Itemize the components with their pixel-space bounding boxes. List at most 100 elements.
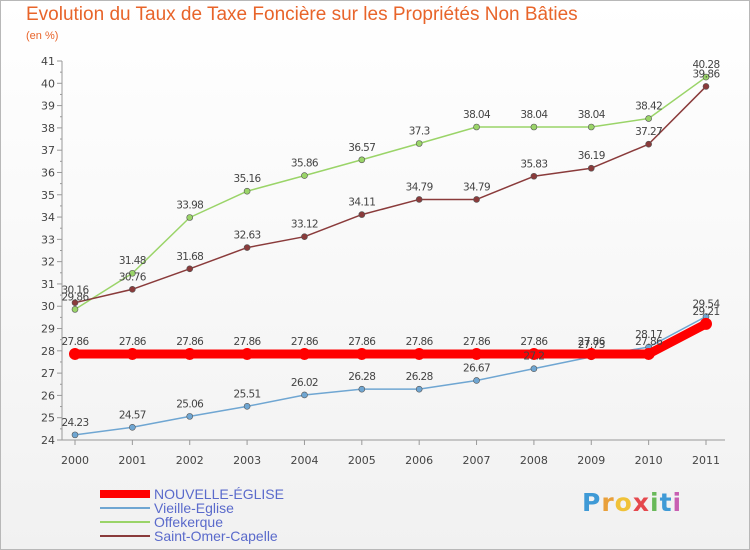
x-tick-label: 2007 xyxy=(463,454,491,467)
data-point xyxy=(71,306,79,313)
data-point xyxy=(587,123,595,131)
x-tick-label: 2002 xyxy=(176,454,204,467)
y-tick-label: 38 xyxy=(41,122,55,135)
data-label: 33.98 xyxy=(176,200,203,212)
y-tick-label: 41 xyxy=(41,55,55,68)
y-tick-label: 33 xyxy=(41,233,55,246)
data-label: 38.04 xyxy=(578,109,606,121)
data-label: 39.86 xyxy=(692,68,720,80)
data-point xyxy=(473,123,480,131)
y-tick-label: 26 xyxy=(41,389,55,402)
x-tick-label: 2009 xyxy=(577,454,605,467)
legend-label: NOUVELLE-ÉGLISE xyxy=(154,486,284,502)
data-point xyxy=(243,403,251,410)
data-point xyxy=(129,285,136,293)
data-label: 27.86 xyxy=(234,336,262,348)
chart-subtitle: (en %) xyxy=(26,30,59,42)
data-point xyxy=(71,299,79,306)
proxiti-logo: Proxiti xyxy=(582,488,683,517)
data-label: 34.11 xyxy=(348,197,375,209)
data-label: 40.28 xyxy=(692,59,719,71)
series-line-1 xyxy=(74,315,707,436)
data-label: 26.02 xyxy=(291,377,318,389)
legend-label: Saint-Omer-Capelle xyxy=(154,528,278,544)
chart-title: Evolution du Taux de Taxe Foncière sur l… xyxy=(26,4,578,25)
data-point xyxy=(358,156,366,164)
data-point xyxy=(358,211,366,218)
x-tick-label: 2001 xyxy=(118,454,146,467)
y-tick-label: 34 xyxy=(41,211,55,224)
data-label: 36.57 xyxy=(348,142,375,154)
data-label: 27.86 xyxy=(520,336,548,348)
data-point xyxy=(301,233,308,240)
data-label: 27.86 xyxy=(61,336,89,348)
data-label: 34.79 xyxy=(463,181,490,193)
y-tick-label: 39 xyxy=(41,100,55,113)
x-tick-label: 2006 xyxy=(405,454,433,467)
data-label: 27.86 xyxy=(463,336,491,348)
data-label: 26.67 xyxy=(463,362,490,374)
data-point xyxy=(186,265,194,273)
x-tick-label: 2005 xyxy=(348,454,376,467)
y-tick-label: 30 xyxy=(41,300,55,313)
y-tick-label: 28 xyxy=(41,345,55,358)
data-point xyxy=(298,347,311,360)
series-line-2 xyxy=(74,76,707,311)
legend-label: Vieille-Eglise xyxy=(154,500,234,516)
data-point xyxy=(645,140,652,148)
data-point xyxy=(530,123,538,131)
data-point xyxy=(243,244,251,251)
axes: 24 25 26 27 28 29 30 31 32 33 34 35 36 37 38 39 40 41 2000… xyxy=(41,55,725,467)
data-point xyxy=(129,269,136,277)
legend: NOUVELLE-ÉGLISEVieille-EgliseOffekerqueS… xyxy=(100,486,284,544)
data-point xyxy=(587,164,595,172)
data-point xyxy=(530,365,538,372)
data-point xyxy=(702,83,710,90)
data-label: 32.63 xyxy=(234,230,261,242)
data-point xyxy=(186,413,194,420)
data-label: 35.16 xyxy=(234,173,262,185)
y-tick-label: 37 xyxy=(41,144,55,157)
data-label: 38.42 xyxy=(635,101,662,113)
y-tick-label: 27 xyxy=(41,367,55,380)
data-label: 25.51 xyxy=(234,388,261,400)
data-point xyxy=(186,214,194,221)
data-label: 31.68 xyxy=(176,251,203,263)
data-label: 30.16 xyxy=(61,285,89,297)
series-lines xyxy=(69,73,712,439)
data-label: 29.21 xyxy=(692,306,719,318)
y-tick-label: 29 xyxy=(41,323,55,336)
data-label: 27.86 xyxy=(406,336,434,348)
data-point xyxy=(301,172,308,179)
data-label: 29.86 xyxy=(61,291,89,303)
y-tick-label: 24 xyxy=(41,434,55,447)
data-point xyxy=(585,347,598,360)
x-tick-label: 2000 xyxy=(61,454,89,467)
data-label: 29.54 xyxy=(692,298,720,310)
data-point xyxy=(71,431,79,439)
data-point xyxy=(702,73,710,81)
legend-label: Offekerque xyxy=(154,514,223,530)
data-label: 31.48 xyxy=(119,255,146,267)
data-label: 24.57 xyxy=(119,409,146,421)
data-point xyxy=(129,423,136,431)
data-label: 26.28 xyxy=(406,371,433,383)
y-tick-label: 35 xyxy=(41,189,55,202)
data-label: 30.76 xyxy=(119,271,147,283)
data-point xyxy=(530,172,538,180)
data-point xyxy=(415,385,423,393)
data-point xyxy=(473,196,480,203)
data-point xyxy=(642,347,655,360)
data-label: 37.27 xyxy=(635,126,662,138)
data-point xyxy=(301,391,308,399)
series-line-3 xyxy=(74,85,707,304)
x-tick-label: 2008 xyxy=(520,454,548,467)
data-point xyxy=(415,196,423,203)
y-tick-label: 25 xyxy=(41,412,55,425)
data-label: 25.06 xyxy=(176,398,204,410)
data-label: 27.86 xyxy=(348,336,376,348)
data-label: 27.73 xyxy=(578,339,605,351)
data-label: 36.19 xyxy=(578,150,605,162)
x-tick-label: 2010 xyxy=(635,454,663,467)
